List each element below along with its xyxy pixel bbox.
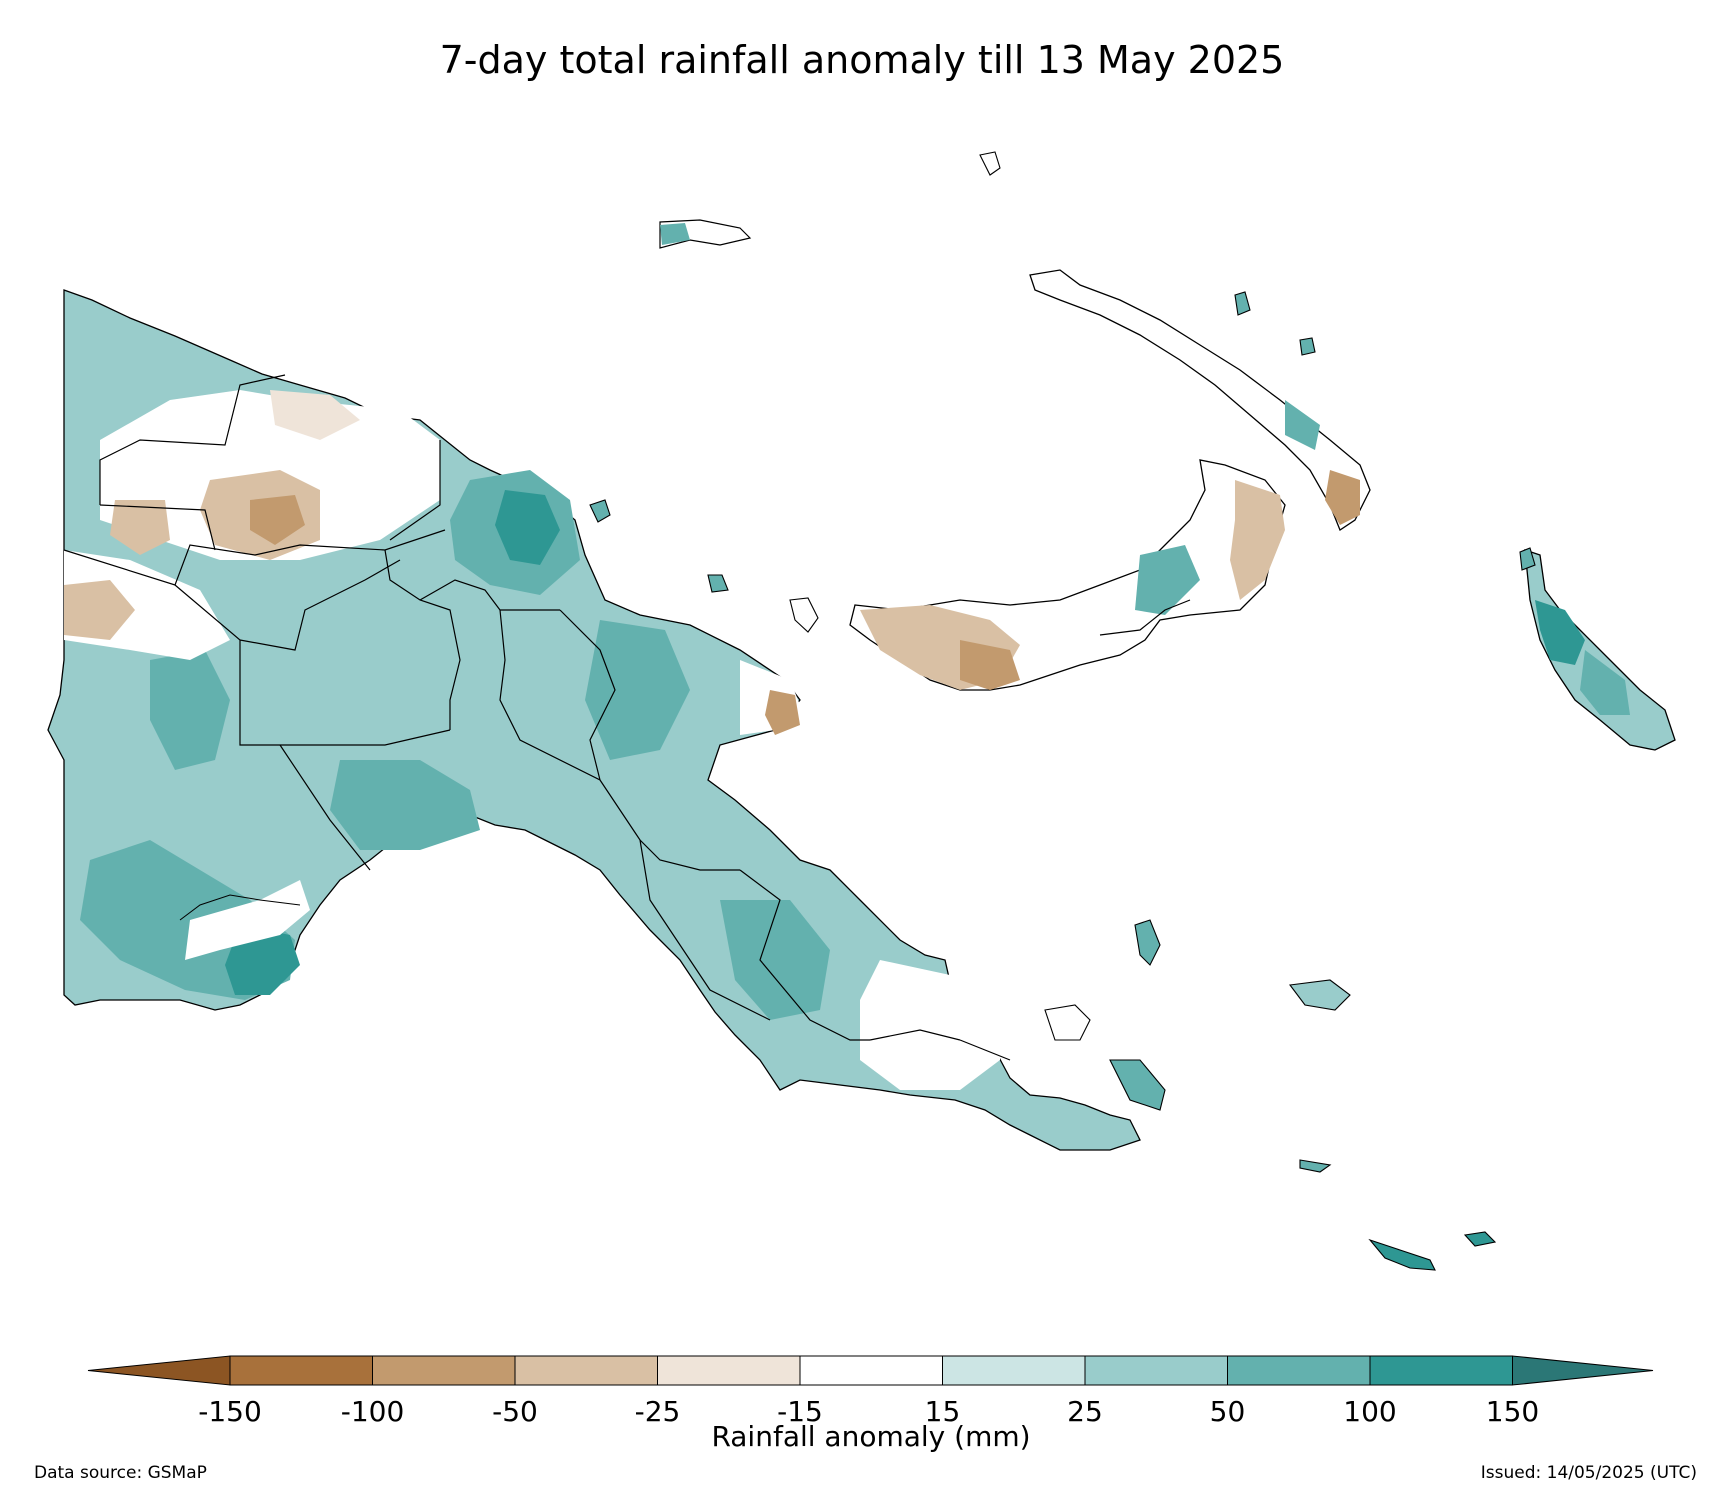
new-ireland xyxy=(1029,269,1371,531)
new-britain-dry-core xyxy=(960,640,1020,690)
dry-patch-west-edge xyxy=(64,580,135,640)
rossel-island xyxy=(1463,1231,1497,1247)
anomaly-patch-100-delta xyxy=(330,760,480,850)
buka-island xyxy=(1519,547,1536,571)
goodenough-island xyxy=(1134,919,1161,966)
colorbar-bins xyxy=(87,1355,1654,1386)
umboi-island xyxy=(789,597,819,633)
tabar-island xyxy=(1299,337,1316,356)
colorbar-bin xyxy=(514,1355,658,1386)
bougainville-wet-mid xyxy=(1580,650,1630,715)
colorbar-tick-label: -25 xyxy=(635,1395,681,1428)
colorbar-bin xyxy=(657,1355,801,1386)
anomaly-patch-100-west xyxy=(150,650,230,770)
colorbar-bin xyxy=(372,1355,516,1386)
fergusson-island xyxy=(1044,1004,1091,1041)
fly-river xyxy=(179,894,301,921)
bougainville xyxy=(1524,549,1676,751)
long-island xyxy=(707,574,729,593)
dry-patch-north-coast xyxy=(270,390,360,440)
anomaly-patch-100-central xyxy=(585,620,690,760)
trobriand-islands xyxy=(1288,979,1351,1011)
issued-date: Issued: 14/05/2025 (UTC) xyxy=(1480,1463,1697,1483)
neutral-patch-southwest xyxy=(185,880,310,960)
colorbar-bin xyxy=(229,1355,373,1386)
colorbar-extend-low xyxy=(87,1355,231,1386)
colorbar-bin xyxy=(1369,1355,1513,1386)
lihir-island xyxy=(1234,291,1251,316)
emirau-island xyxy=(979,151,1001,176)
colorbar-tick-label: 15 xyxy=(925,1395,961,1428)
colorbar-tick-label: -150 xyxy=(198,1395,262,1428)
dry-patch-western-highlands-core xyxy=(250,495,305,545)
anomaly-patch-150-north xyxy=(495,490,560,565)
neutral-patch-papuan-tail xyxy=(860,960,1000,1090)
anomaly-patch-100-southeast xyxy=(720,900,830,1020)
new-ireland-wet xyxy=(1285,400,1320,450)
karkar-island xyxy=(589,499,611,523)
new-britain-dry-gazelle xyxy=(1230,480,1285,600)
colorbar-tick-label: -100 xyxy=(341,1395,405,1428)
colorbar-tick-label: -50 xyxy=(492,1395,538,1428)
colorbar-tick-label: -15 xyxy=(777,1395,823,1428)
small-islands xyxy=(589,151,1536,633)
dry-patch-east-cape xyxy=(765,690,800,735)
manus-island xyxy=(659,219,752,249)
manus-wet xyxy=(660,223,690,245)
new-britain-boundary xyxy=(1099,599,1191,636)
province-boundaries xyxy=(63,374,1011,1061)
colorbar-label: Rainfall anomaly (mm) xyxy=(711,1420,1030,1453)
new-britain-wet-east xyxy=(1135,545,1200,615)
misima-island xyxy=(1368,1238,1436,1271)
colorbar-ticks: -150 -100 -50 -25 -15 15 25 50 100 150 xyxy=(198,1395,1539,1428)
colorbar-bin xyxy=(1084,1355,1228,1386)
colorbar-tick-label: 50 xyxy=(1210,1395,1246,1428)
bougainville-wet-core xyxy=(1535,600,1585,665)
new-britain xyxy=(849,459,1286,691)
woodlark-island xyxy=(1299,1159,1332,1173)
map-title: 7-day total rainfall anomaly till 13 May… xyxy=(439,38,1285,82)
colorbar-tick-label: 150 xyxy=(1486,1395,1539,1428)
milne-bay-islands xyxy=(1044,919,1497,1271)
new-ireland-dry-south xyxy=(1325,470,1360,525)
colorbar-bin xyxy=(799,1355,943,1386)
colorbar-bin xyxy=(1227,1355,1371,1386)
data-source-note: Data source: GSMaP xyxy=(34,1463,207,1483)
colorbar-extend-high xyxy=(1512,1355,1654,1386)
colorbar-tick-label: 25 xyxy=(1067,1395,1103,1428)
colorbar-tick-label: 100 xyxy=(1343,1395,1396,1428)
normanby-island xyxy=(1109,1059,1166,1111)
dry-patch-northwest-small xyxy=(110,500,170,555)
colorbar-bin xyxy=(942,1355,1086,1386)
mainland xyxy=(47,289,1141,1151)
